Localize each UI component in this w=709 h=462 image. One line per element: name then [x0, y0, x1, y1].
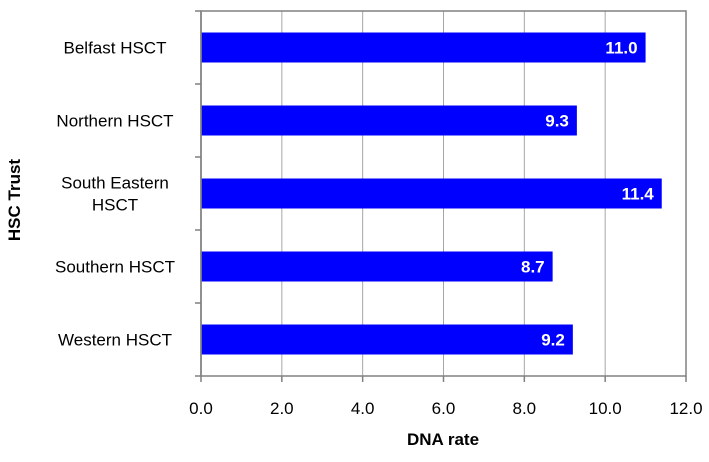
bar [201, 324, 573, 355]
bar-value-label: 11.0 [605, 39, 637, 58]
x-tick-label: 0.0 [189, 399, 213, 418]
x-tick-label: 10.0 [589, 399, 622, 418]
category-label: Western HSCT [58, 331, 172, 350]
x-tick-label: 8.0 [513, 399, 537, 418]
category-label: Northern HSCT [56, 112, 173, 131]
axes [195, 10, 687, 382]
labels: 0.0 2.0 4.0 6.0 8.0 10.0 12.0 11.0 Belfast HSCT 9… [55, 39, 703, 419]
x-tick-label: 12.0 [669, 399, 702, 418]
bar [201, 251, 553, 282]
category-label: South Eastern HSCT [61, 174, 169, 215]
x-tick-label: 4.0 [351, 399, 375, 418]
bar [201, 178, 662, 209]
bar-value-label: 9.3 [545, 112, 569, 131]
bar-value-label: 11.4 [622, 185, 655, 204]
y-axis-title: HSC Trust [5, 159, 24, 242]
bar-value-label: 8.7 [521, 258, 545, 277]
bars [201, 32, 662, 355]
bar [201, 105, 577, 136]
x-tick-label: 2.0 [270, 399, 294, 418]
category-label: Southern HSCT [55, 258, 175, 277]
category-label: Belfast HSCT [64, 39, 167, 58]
x-axis-title: DNA rate [407, 430, 479, 449]
x-tick-label: 6.0 [432, 399, 456, 418]
bar-value-label: 9.2 [541, 331, 565, 350]
bar [201, 32, 646, 63]
